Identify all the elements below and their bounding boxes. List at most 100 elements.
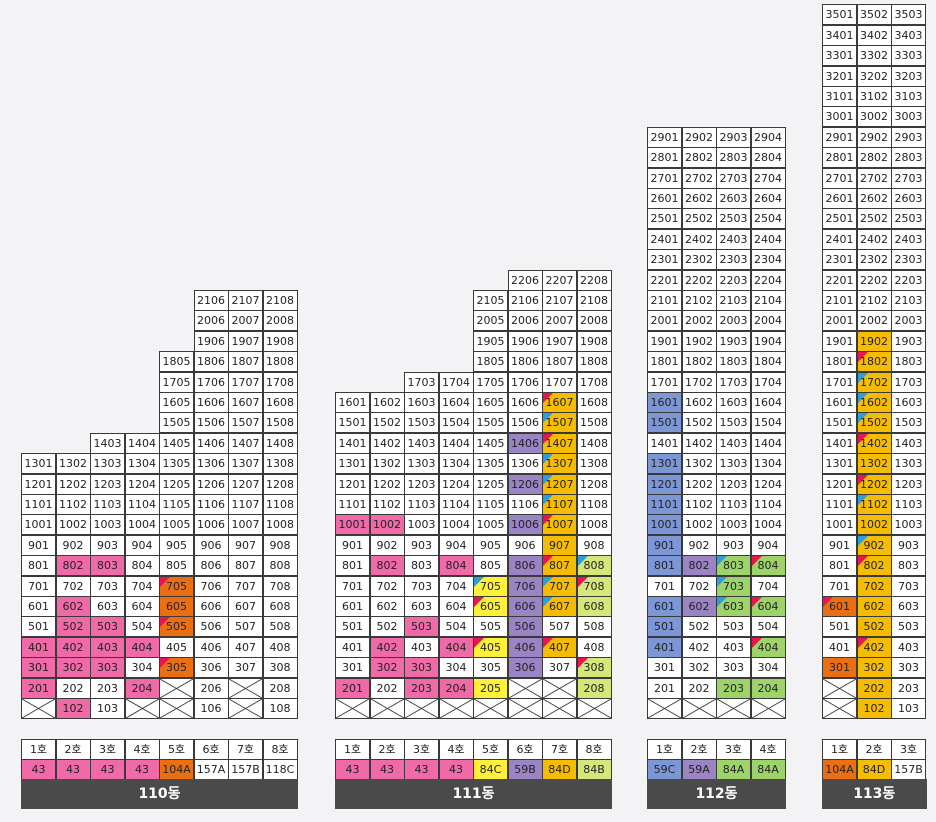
empty-unit-cell	[159, 698, 194, 719]
unit-number: 1307	[545, 457, 574, 471]
unit-number: 1902	[860, 334, 888, 348]
unit-number: 608	[583, 600, 605, 613]
unit-cell: 302	[369, 657, 405, 679]
unit-cell: 1201	[21, 473, 56, 495]
unit-cell: 1801	[647, 351, 682, 373]
unit-number: 1203	[894, 477, 923, 491]
empty-unit-cell	[369, 698, 405, 719]
red-corner-marker	[474, 597, 484, 607]
unit-number: 1103	[407, 498, 436, 511]
unit-number: 906	[200, 538, 222, 552]
empty-unit-cell	[542, 677, 577, 699]
unit-cell: 1208	[262, 473, 298, 495]
unit-number: 1301	[825, 457, 854, 471]
unit-cell: 1902	[856, 330, 892, 352]
unit-cell: 2702	[681, 167, 717, 189]
unit-cell: 702	[856, 575, 892, 597]
unit-number: 603	[411, 600, 432, 613]
unit-number: 702	[62, 579, 84, 593]
unit-number: 1304	[442, 457, 470, 471]
unit-number: 1503	[894, 416, 923, 430]
unit-cell: 203	[90, 677, 125, 699]
unit-cell: 802	[856, 555, 892, 577]
unit-number: 904	[757, 538, 779, 552]
unit-cell: 604	[750, 596, 786, 617]
unit-cell: 803	[716, 555, 751, 577]
unit-cell: 1207	[228, 473, 263, 495]
unit-number: 1705	[162, 375, 191, 389]
unit-number: 2001	[650, 314, 679, 328]
red-corner-marker	[857, 474, 868, 485]
unit-cell: 1606	[507, 392, 543, 413]
empty-unit-cell	[228, 677, 263, 699]
unit-number: 302	[863, 661, 885, 675]
unit-number: 303	[723, 661, 744, 675]
unit-number: 801	[28, 559, 49, 573]
unit-cell: 3003	[891, 106, 926, 128]
unit-number: 1201	[650, 477, 679, 491]
unit-cell: 603	[716, 596, 751, 617]
unit-cell: 1001	[822, 514, 857, 536]
building-name: 113동	[822, 779, 927, 809]
unit-number: 2007	[545, 314, 574, 328]
unit-cell: 2007	[228, 310, 263, 332]
unit-cell: 603	[404, 596, 439, 617]
unit-number: 402	[863, 640, 885, 654]
blue-corner-marker	[717, 556, 727, 567]
unit-number: 301	[654, 661, 675, 675]
unit-cell: 2502	[856, 208, 892, 230]
unit-cell: 1407	[228, 432, 263, 454]
unit-cell: 1103	[90, 494, 125, 515]
unit-cell: 1802	[681, 351, 717, 373]
unit-number: 1506	[197, 416, 225, 430]
unit-cell: 1903	[716, 330, 751, 352]
unit-number: 1101	[825, 498, 854, 511]
unit-type: 59C	[647, 759, 682, 780]
unit-cell: 905	[473, 534, 508, 556]
unit-number: 2902	[685, 130, 713, 144]
unit-cell: 1502	[856, 412, 892, 434]
unit-number: 1401	[338, 436, 367, 450]
unit-number: 1503	[407, 416, 436, 430]
unit-cell: 2103	[891, 290, 926, 311]
unit-number: 201	[654, 681, 675, 695]
unit-cell: 1603	[404, 392, 439, 413]
unit-cell: 1807	[228, 351, 263, 373]
unit-number: 206	[200, 681, 222, 695]
unit-cell: 1602	[856, 392, 892, 413]
unit-number: 2102	[685, 294, 713, 307]
unit-cell: 1803	[716, 351, 751, 373]
unit-number: 1405	[162, 436, 191, 450]
unit-number: 1407	[545, 436, 574, 450]
unit-number: 1403	[894, 436, 923, 450]
unit-cell: 2403	[891, 228, 926, 250]
unit-cell: 1302	[369, 453, 405, 475]
unit-number: 401	[654, 640, 675, 654]
unit-number: 3101	[825, 90, 854, 103]
unit-number: 401	[342, 640, 363, 654]
unit-number: 1301	[650, 457, 679, 471]
unit-cell: 2301	[822, 249, 857, 271]
unit-cell: 2105	[473, 290, 508, 311]
unit-cell: 902	[369, 534, 405, 556]
unit-cell: 1604	[438, 392, 474, 413]
unit-number: 708	[583, 579, 605, 593]
unit-cell: 1507	[228, 412, 263, 434]
unit-number: 1701	[650, 375, 679, 389]
unit-number: 2601	[650, 192, 679, 205]
unit-cell: 2003	[716, 310, 751, 332]
unit-number: 1004	[128, 518, 156, 532]
unit-number: 2804	[754, 151, 782, 165]
unit-cell: 402	[369, 636, 405, 658]
unit-cell: 1305	[159, 453, 194, 475]
unit-cell: 1605	[159, 392, 194, 413]
unit-number: 1304	[754, 457, 782, 471]
unit-number: 2008	[266, 314, 294, 328]
unit-cell: 1002	[55, 514, 91, 536]
unit-number: 2304	[754, 253, 782, 267]
unit-cell: 402	[681, 636, 717, 658]
unit-number: 808	[269, 559, 291, 573]
unit-cell: 208	[262, 677, 298, 699]
column-header: 3호	[90, 739, 125, 760]
unit-number: 2503	[894, 212, 923, 226]
